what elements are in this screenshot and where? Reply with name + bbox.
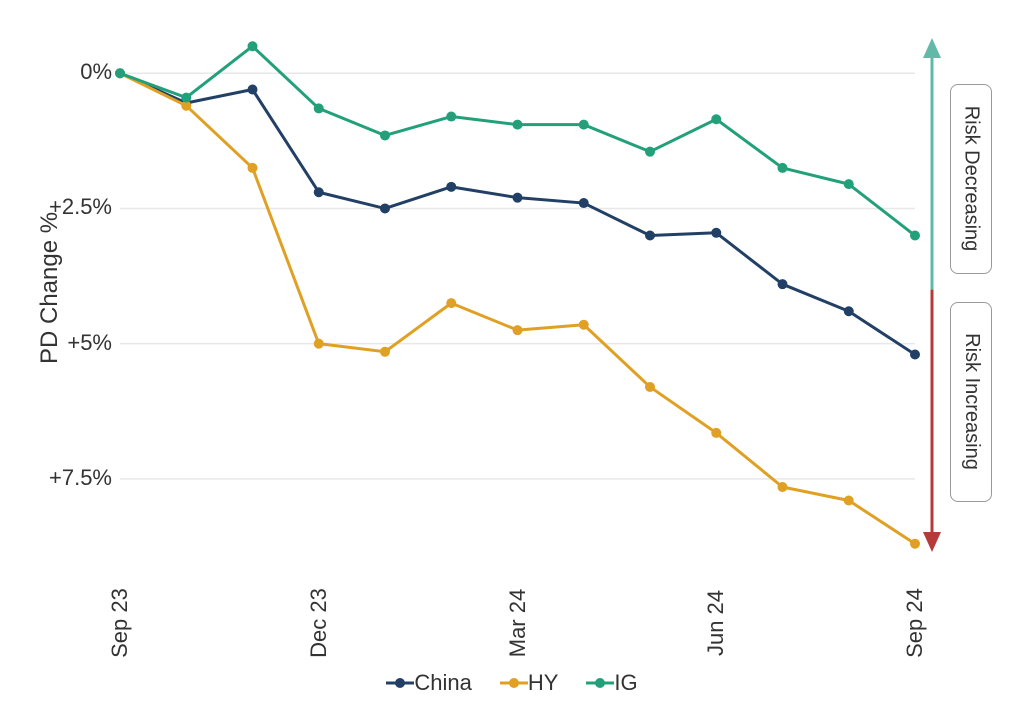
legend-swatch-china xyxy=(386,673,414,693)
legend-item-ig: IG xyxy=(586,670,637,696)
x-tick-label: Jun 24 xyxy=(703,583,729,663)
risk-decreasing-box: Risk Decreasing xyxy=(950,84,992,274)
y-tick-label: +2.5% xyxy=(10,194,112,220)
risk-increasing-box: Risk Increasing xyxy=(950,302,992,502)
pd-change-chart: PD Change % 0% +2.5% +5% +7.5% Sep 23 De… xyxy=(0,0,1024,712)
legend-item-china: China xyxy=(386,670,471,696)
y-tick-label: +5% xyxy=(10,330,112,356)
legend-label-china: China xyxy=(414,670,471,696)
y-tick-label: 0% xyxy=(10,59,112,85)
legend-swatch-hy xyxy=(500,673,528,693)
legend: China HY IG xyxy=(0,670,1024,696)
legend-swatch-ig xyxy=(586,673,614,693)
legend-label-ig: IG xyxy=(614,670,637,696)
x-tick-label: Mar 24 xyxy=(505,583,531,663)
legend-item-hy: HY xyxy=(500,670,559,696)
y-tick-label: +7.5% xyxy=(10,465,112,491)
x-tick-label: Sep 24 xyxy=(902,583,928,663)
x-tick-label: Sep 23 xyxy=(107,583,133,663)
risk-increasing-label: Risk Increasing xyxy=(960,333,983,470)
legend-label-hy: HY xyxy=(528,670,559,696)
x-tick-label: Dec 23 xyxy=(306,583,332,663)
risk-decreasing-label: Risk Decreasing xyxy=(960,106,983,252)
